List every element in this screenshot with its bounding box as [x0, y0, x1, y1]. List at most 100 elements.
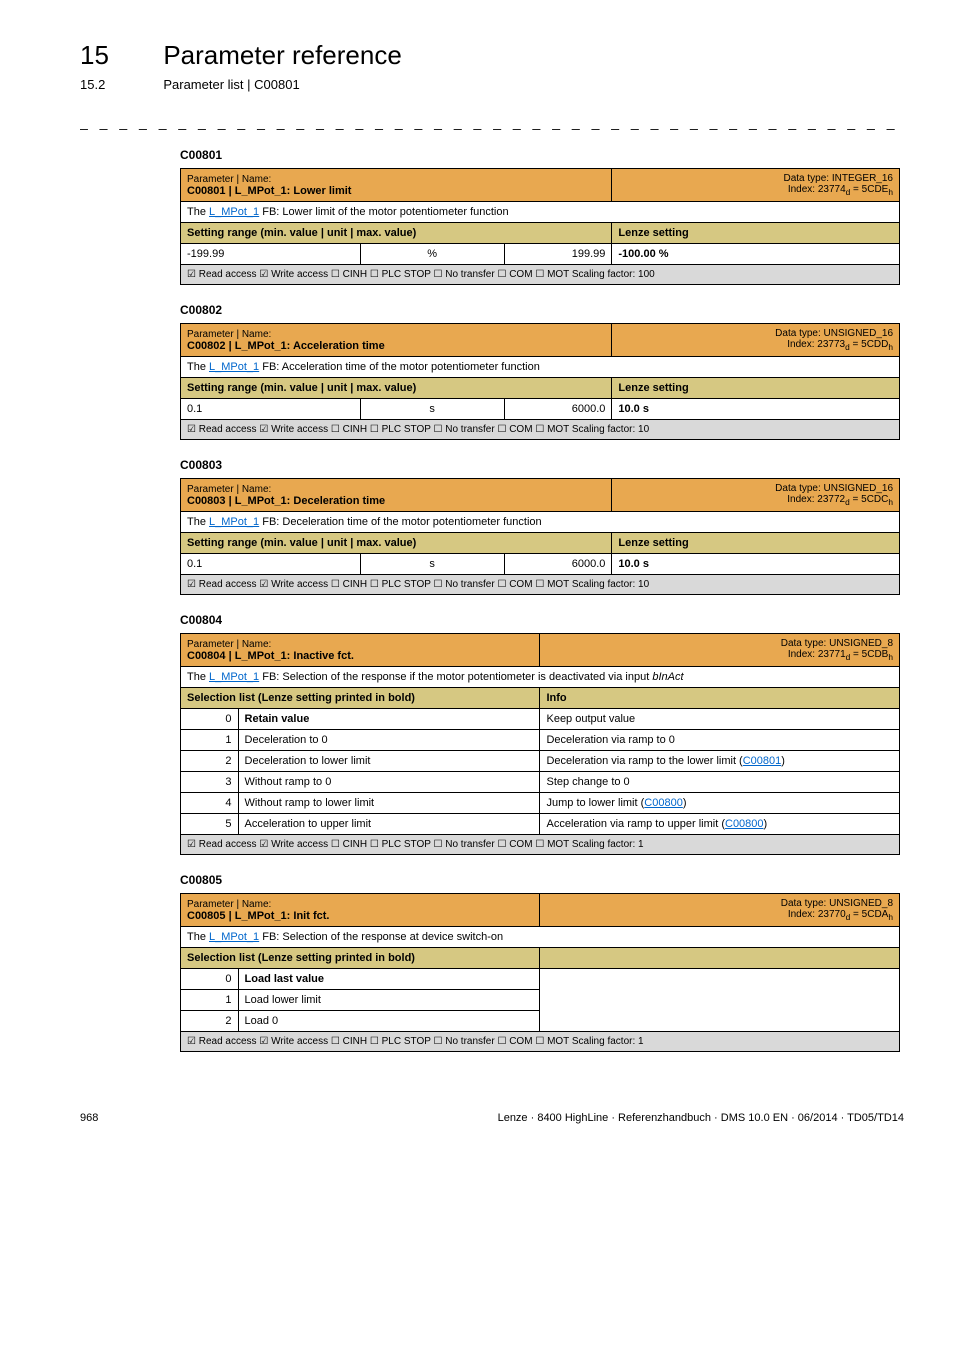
table-c00804: Parameter | Name: C00804 | L_MPot_1: Ina…: [180, 633, 900, 855]
datatype-cell: Data type: INTEGER_16 Index: 23774d = 5C…: [612, 169, 900, 202]
row-index: 3: [181, 772, 239, 793]
code-heading-c00802: C00802: [180, 303, 904, 317]
row-index: 1: [181, 990, 239, 1011]
desc-link[interactable]: L_MPot_1: [209, 671, 259, 683]
pn-label: Parameter | Name:: [187, 174, 271, 185]
dt-a: Index: 23773: [787, 339, 845, 350]
pn-label: Parameter | Name:: [187, 329, 271, 340]
row-info: Jump to lower limit (C00800): [540, 793, 900, 814]
code-heading-c00801: C00801: [180, 148, 904, 162]
dt-line1: Data type: UNSIGNED_16: [775, 328, 893, 339]
desc-link[interactable]: L_MPot_1: [209, 931, 259, 943]
desc-post: FB: Deceleration time of the motor poten…: [259, 516, 541, 528]
access-row: ☑ Read access ☑ Write access ☐ CINH ☐ PL…: [181, 420, 900, 440]
unit-val: s: [360, 399, 504, 420]
desc-cell: The L_MPot_1 FB: Acceleration time of th…: [181, 357, 900, 378]
table-row: 3Without ramp to 0Step change to 0: [181, 772, 900, 793]
desc-link[interactable]: L_MPot_1: [209, 516, 259, 528]
dt-d: h: [888, 187, 893, 197]
table-c00805: Parameter | Name: C00805 | L_MPot_1: Ini…: [180, 893, 900, 1052]
info-post: ): [764, 818, 768, 830]
dt-d: h: [888, 342, 893, 352]
row-index: 0: [181, 969, 239, 990]
row-index: 1: [181, 730, 239, 751]
info-link[interactable]: C00801: [743, 755, 782, 767]
dt-line1: Data type: UNSIGNED_8: [781, 898, 893, 909]
table-row: 2Deceleration to lower limit Deceleration…: [181, 751, 900, 772]
desc-link[interactable]: L_MPot_1: [209, 206, 259, 218]
footer-text: Lenze · 8400 HighLine · Referenzhandbuch…: [498, 1112, 904, 1124]
info-link[interactable]: C00800: [644, 797, 683, 809]
chapter-number: 15: [80, 40, 160, 71]
datatype-cell: Data type: UNSIGNED_16 Index: 23773d = 5…: [612, 324, 900, 357]
row-index: 2: [181, 1011, 239, 1032]
param-name-cell: Parameter | Name: C00805 | L_MPot_1: Ini…: [181, 894, 540, 927]
unit-val: %: [360, 244, 504, 265]
desc-link[interactable]: L_MPot_1: [209, 361, 259, 373]
desc-pre: The: [187, 516, 209, 528]
param-name-cell: Parameter | Name: C00802 | L_MPot_1: Acc…: [181, 324, 612, 357]
max-val: 199.99: [504, 244, 612, 265]
info-pre: Deceleration via ramp to the lower limit…: [546, 755, 742, 767]
desc-cell: The L_MPot_1 FB: Selection of the respon…: [181, 927, 900, 948]
dt-a: Index: 23772: [787, 494, 845, 505]
datatype-cell: Data type: UNSIGNED_16 Index: 23772d = 5…: [612, 479, 900, 512]
row-selection: Load lower limit: [238, 990, 540, 1011]
table-c00802: Parameter | Name: C00802 | L_MPot_1: Acc…: [180, 323, 900, 440]
lenze-setting-hdr: Lenze setting: [612, 223, 900, 244]
row-selection: Deceleration to lower limit: [238, 751, 540, 772]
lenze-setting-hdr: Lenze setting: [612, 533, 900, 554]
pn-value: C00804 | L_MPot_1: Inactive fct.: [187, 650, 354, 662]
dt-d: h: [888, 912, 893, 922]
dt-c: = 5CDD: [850, 339, 889, 350]
table-row: 0Retain valueKeep output value: [181, 709, 900, 730]
row-info: Deceleration via ramp to 0: [540, 730, 900, 751]
access-row: ☑ Read access ☑ Write access ☐ CINH ☐ PL…: [181, 265, 900, 285]
desc-cell: The L_MPot_1 FB: Deceleration time of th…: [181, 512, 900, 533]
pn-value: C00801 | L_MPot_1: Lower limit: [187, 185, 351, 197]
lenze-val: 10.0 s: [612, 554, 900, 575]
row-index: 2: [181, 751, 239, 772]
datatype-cell: Data type: UNSIGNED_8 Index: 23770d = 5C…: [540, 894, 900, 927]
info-pre: Jump to lower limit (: [546, 797, 644, 809]
setting-range-text: Setting range (min. value | unit | max. …: [187, 382, 416, 394]
min-val: -199.99: [181, 244, 361, 265]
info-post: ): [683, 797, 687, 809]
table-c00801: Parameter | Name: C00801 | L_MPot_1: Low…: [180, 168, 900, 285]
desc-post: FB: Selection of the response at device …: [259, 931, 503, 943]
desc-cell: The L_MPot_1 FB: Lower limit of the moto…: [181, 202, 900, 223]
dt-c: = 5CDA: [850, 909, 888, 920]
desc-pre: The: [187, 361, 209, 373]
info-post: ): [781, 755, 785, 767]
pn-value: C00805 | L_MPot_1: Init fct.: [187, 910, 329, 922]
code-heading-c00803: C00803: [180, 458, 904, 472]
info-hdr-blank: [540, 948, 900, 969]
dt-line1: Data type: INTEGER_16: [784, 173, 894, 184]
dt-a: Index: 23774: [788, 184, 846, 195]
row-index: 4: [181, 793, 239, 814]
min-val: 0.1: [181, 399, 361, 420]
param-name-cell: Parameter | Name: C00804 | L_MPot_1: Ina…: [181, 634, 540, 667]
info-pre: Acceleration via ramp to upper limit (: [546, 818, 725, 830]
desc-pre: The: [187, 931, 209, 943]
dt-line1: Data type: UNSIGNED_8: [781, 638, 893, 649]
row-selection: Deceleration to 0: [238, 730, 540, 751]
sel-list-hdr: Selection list (Lenze setting printed in…: [181, 688, 540, 709]
row-info: Step change to 0: [540, 772, 900, 793]
lenze-setting-hdr: Lenze setting: [612, 378, 900, 399]
desc-pre: The: [187, 206, 209, 218]
desc-post-b: bInAct: [652, 671, 683, 683]
code-heading-c00804: C00804: [180, 613, 904, 627]
dt-a: Index: 23770: [788, 909, 846, 920]
page-number: 968: [80, 1112, 98, 1124]
info-link[interactable]: C00800: [725, 818, 764, 830]
pn-value: C00802 | L_MPot_1: Acceleration time: [187, 340, 385, 352]
access-row: ☑ Read access ☑ Write access ☐ CINH ☐ PL…: [181, 1032, 900, 1052]
setting-range-text: Setting range (min. value | unit | max. …: [187, 537, 416, 549]
dt-line1: Data type: UNSIGNED_16: [775, 483, 893, 494]
desc-cell: The L_MPot_1 FB: Selection of the respon…: [181, 667, 900, 688]
lenze-val: 10.0 s: [612, 399, 900, 420]
table-row: 4Without ramp to lower limitJump to lowe…: [181, 793, 900, 814]
page-header: 15 Parameter reference 15.2 Parameter li…: [80, 40, 904, 92]
row-info-blank: [540, 969, 900, 1032]
